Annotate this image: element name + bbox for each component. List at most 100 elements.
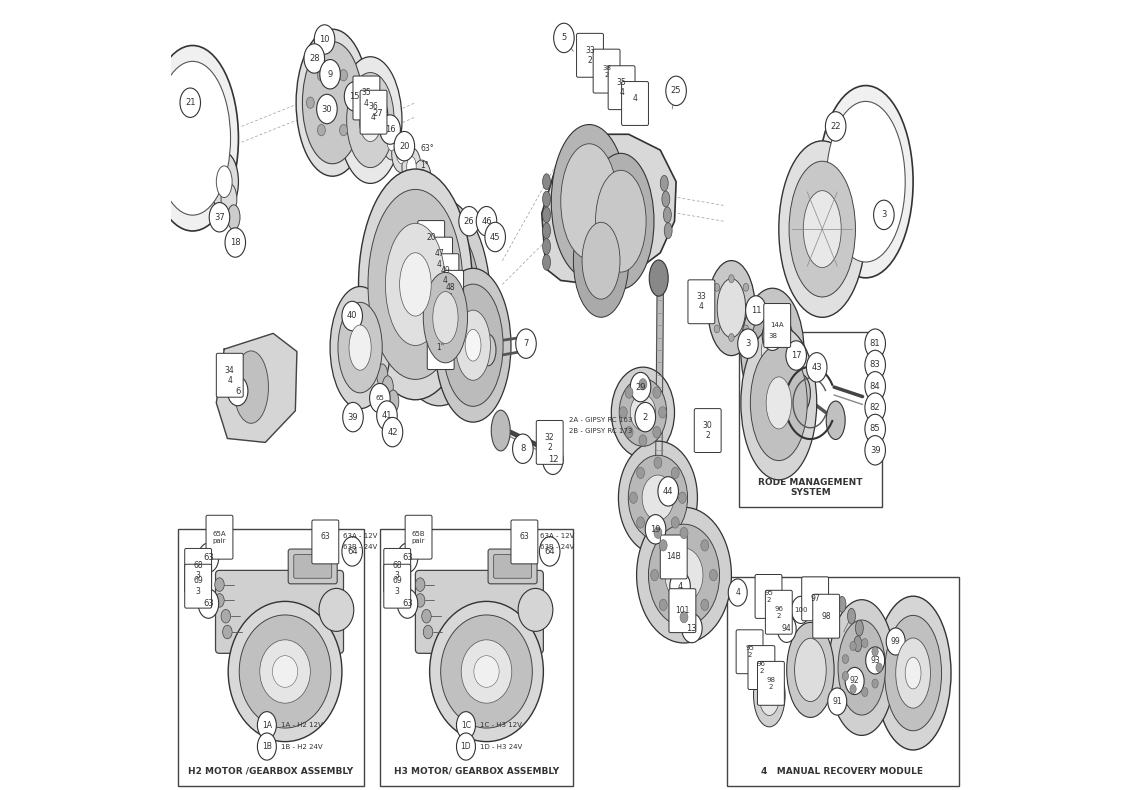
Ellipse shape [838, 596, 846, 612]
Text: 63: 63 [403, 599, 413, 608]
Text: 3: 3 [745, 339, 751, 348]
Ellipse shape [789, 161, 855, 297]
Ellipse shape [516, 329, 536, 359]
Ellipse shape [865, 647, 884, 674]
FancyBboxPatch shape [766, 590, 792, 634]
Text: 34
4: 34 4 [225, 366, 234, 385]
Text: 12: 12 [547, 455, 558, 465]
Text: 81: 81 [870, 339, 881, 348]
Text: 91: 91 [832, 697, 843, 706]
Ellipse shape [701, 540, 709, 551]
Ellipse shape [459, 206, 480, 236]
Ellipse shape [476, 206, 497, 236]
Ellipse shape [634, 402, 656, 432]
Text: 35
4: 35 4 [362, 88, 371, 107]
Text: 40: 40 [347, 311, 357, 321]
Ellipse shape [649, 260, 668, 296]
Ellipse shape [792, 596, 811, 623]
Ellipse shape [905, 657, 921, 689]
Text: 4   MANUAL RECOVERY MODULE: 4 MANUAL RECOVERY MODULE [761, 767, 923, 776]
FancyBboxPatch shape [661, 535, 688, 579]
Text: 3: 3 [881, 210, 887, 220]
Ellipse shape [216, 166, 232, 198]
Text: 15: 15 [349, 92, 360, 101]
Text: 14A: 14A [770, 322, 784, 329]
Text: 18: 18 [230, 238, 241, 247]
Text: 16: 16 [385, 125, 396, 134]
Ellipse shape [865, 393, 886, 423]
Ellipse shape [630, 372, 650, 402]
Ellipse shape [648, 525, 719, 626]
Text: 63: 63 [519, 532, 529, 551]
Text: 49
4: 49 4 [441, 266, 450, 285]
Ellipse shape [728, 333, 734, 341]
Ellipse shape [518, 589, 553, 631]
FancyBboxPatch shape [493, 555, 532, 578]
Text: 13: 13 [687, 623, 697, 633]
Text: 1A: 1A [262, 720, 271, 730]
Ellipse shape [625, 387, 633, 398]
Text: 63A - 12V: 63A - 12V [343, 532, 377, 539]
Ellipse shape [887, 628, 905, 655]
FancyBboxPatch shape [608, 66, 634, 110]
Ellipse shape [407, 156, 416, 177]
Ellipse shape [701, 600, 709, 611]
FancyBboxPatch shape [216, 353, 243, 397]
Ellipse shape [728, 275, 734, 283]
Ellipse shape [750, 307, 795, 397]
Bar [179, 529, 364, 786]
Ellipse shape [240, 615, 331, 728]
Text: 48
4: 48 4 [446, 283, 455, 302]
Ellipse shape [582, 222, 620, 299]
Text: 46: 46 [481, 216, 492, 226]
Ellipse shape [423, 625, 433, 639]
Text: H2 MOTOR /GEARBOX ASSEMBLY: H2 MOTOR /GEARBOX ASSEMBLY [188, 767, 353, 776]
FancyBboxPatch shape [425, 291, 452, 335]
Text: 64: 64 [544, 547, 555, 556]
FancyBboxPatch shape [511, 520, 538, 564]
Ellipse shape [344, 81, 365, 111]
Ellipse shape [827, 101, 905, 262]
Ellipse shape [849, 685, 856, 694]
Ellipse shape [227, 205, 240, 230]
FancyBboxPatch shape [425, 237, 452, 281]
Ellipse shape [664, 223, 672, 239]
Ellipse shape [865, 414, 886, 444]
Ellipse shape [761, 329, 784, 374]
Ellipse shape [714, 325, 719, 333]
Ellipse shape [412, 160, 431, 198]
Text: 93: 93 [871, 656, 880, 665]
Ellipse shape [659, 600, 667, 611]
Ellipse shape [317, 94, 337, 124]
Ellipse shape [672, 467, 680, 479]
Text: 4: 4 [735, 588, 740, 597]
Text: 2A - GIPSY RC 163: 2A - GIPSY RC 163 [569, 417, 632, 423]
Ellipse shape [639, 435, 647, 446]
Text: 38
2: 38 2 [602, 65, 611, 77]
Ellipse shape [397, 543, 417, 573]
Ellipse shape [653, 387, 661, 398]
FancyBboxPatch shape [622, 81, 648, 126]
Ellipse shape [749, 304, 754, 312]
Ellipse shape [637, 467, 645, 479]
Ellipse shape [714, 284, 719, 292]
Ellipse shape [650, 570, 658, 581]
Text: 63: 63 [204, 599, 214, 608]
Ellipse shape [539, 536, 560, 566]
Text: 63: 63 [204, 553, 214, 562]
Ellipse shape [339, 57, 402, 183]
Text: 39: 39 [870, 446, 881, 455]
Ellipse shape [330, 287, 390, 408]
Ellipse shape [227, 376, 248, 406]
Text: 14B: 14B [666, 552, 681, 562]
FancyBboxPatch shape [360, 90, 387, 134]
Ellipse shape [896, 638, 931, 708]
Ellipse shape [682, 613, 702, 643]
Text: 64: 64 [347, 547, 357, 556]
Ellipse shape [662, 191, 670, 207]
FancyBboxPatch shape [756, 574, 782, 619]
Ellipse shape [838, 620, 886, 715]
Ellipse shape [397, 143, 406, 164]
Ellipse shape [803, 190, 841, 268]
Ellipse shape [351, 97, 359, 108]
